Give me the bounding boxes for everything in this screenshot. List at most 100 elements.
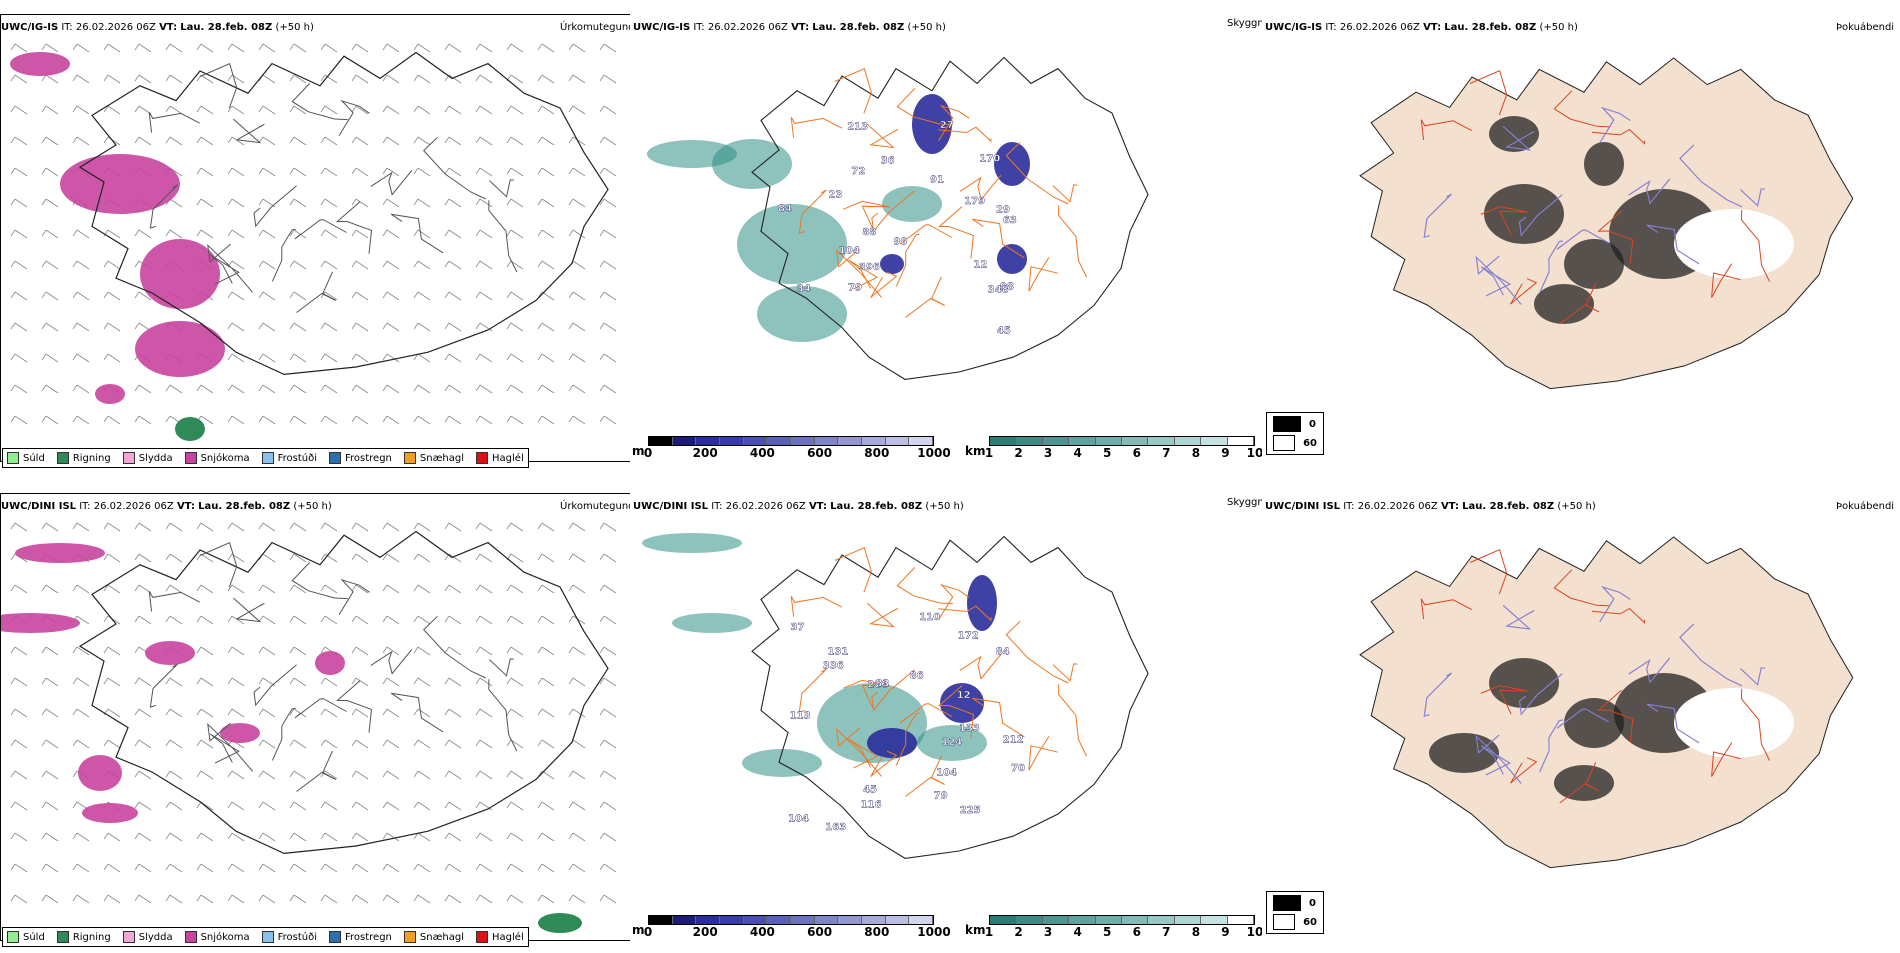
wind-barb <box>41 229 59 239</box>
value-label: 98 <box>1000 282 1014 293</box>
wind-barb <box>289 74 307 84</box>
colorbar-tick: 7 <box>1162 446 1171 460</box>
river-line <box>1646 703 1700 744</box>
wind-barb <box>382 229 400 239</box>
river-line <box>1628 178 1671 205</box>
colorbar-swatch <box>696 437 721 445</box>
wind-barb <box>134 291 152 301</box>
wind-barb <box>165 584 183 594</box>
wind-barb <box>258 801 276 811</box>
wind-barb <box>351 677 369 687</box>
panel-title: Úrkomutegund <box>560 22 630 33</box>
road-line <box>1469 549 1508 595</box>
road-line <box>1597 689 1634 743</box>
wind-barb <box>568 291 586 301</box>
road-line <box>938 605 992 622</box>
legend-swatch <box>403 931 416 943</box>
wind-barb <box>10 584 28 594</box>
wind-barb <box>506 894 524 904</box>
wind-barb <box>289 353 307 363</box>
river-line <box>1646 224 1700 265</box>
wind-barb <box>444 584 462 594</box>
river-line <box>1475 734 1522 784</box>
road-line <box>1469 70 1508 116</box>
legend-label: Rigning <box>72 931 111 943</box>
value-label: 12 <box>973 260 987 271</box>
wind-barb <box>351 74 369 84</box>
wind-barb <box>258 708 276 718</box>
coastline <box>751 535 1149 859</box>
road-line <box>148 112 201 133</box>
wind-barb <box>196 646 214 656</box>
wind-barb <box>506 708 524 718</box>
wind-barb <box>72 415 90 425</box>
wind-barb <box>103 584 121 594</box>
value-label: 36 <box>881 156 895 167</box>
wind-barb <box>444 615 462 625</box>
wind-barb <box>413 615 431 625</box>
colorbar-tick: 1000 <box>917 925 951 939</box>
wind-barb <box>475 74 493 84</box>
wind-barb <box>444 646 462 656</box>
road-line <box>905 755 945 797</box>
road-line <box>842 679 891 710</box>
wind-barb <box>258 863 276 873</box>
wind-barb <box>599 43 617 53</box>
colorbar-tick: 6 <box>1132 925 1141 939</box>
wind-barb <box>41 646 59 656</box>
road-line <box>1005 620 1069 684</box>
wind-barb <box>320 832 338 842</box>
wind-barb <box>413 198 431 208</box>
road-line <box>848 259 879 290</box>
fog-index-map <box>1359 536 1854 869</box>
wind-barb <box>444 801 462 811</box>
wind-barb <box>72 677 90 687</box>
colorbar-tick: 1 <box>984 925 994 939</box>
wind-barb <box>258 353 276 363</box>
wind-barb <box>165 801 183 811</box>
wind-barb <box>227 677 245 687</box>
value-label: 45 <box>997 326 1011 337</box>
road-line <box>959 653 1002 680</box>
wind-barb <box>289 832 307 842</box>
wind-barb <box>413 43 431 53</box>
road-line <box>1740 688 1771 761</box>
wind-barb <box>506 136 524 146</box>
wind-barb <box>537 553 555 563</box>
value-label: 124 <box>941 737 962 748</box>
value-label: 116 <box>861 800 882 811</box>
wind-barb <box>351 198 369 208</box>
value-label: 170 <box>979 153 1000 164</box>
panel-title: Skyggni <box>1227 18 1262 29</box>
value-label: 286 <box>867 679 888 690</box>
wind-barb <box>134 708 152 718</box>
river-line <box>1599 106 1631 143</box>
precip-type-panel-row1: UWC/IG-IS IT: 26.02.2026 06Z VT: Lau. 28… <box>0 14 630 474</box>
colorbar-swatch <box>1174 437 1202 445</box>
wind-barb <box>351 770 369 780</box>
wind-barb <box>351 43 369 53</box>
value-label: 72 <box>851 166 865 177</box>
wind-barb <box>413 863 431 873</box>
road-line <box>959 174 1002 201</box>
wind-barb <box>10 863 28 873</box>
fog-area <box>1429 733 1499 773</box>
wind-barb <box>537 105 555 115</box>
wind-barb <box>599 801 617 811</box>
wind-barb <box>165 229 183 239</box>
colorbar-tick: 3 <box>1043 446 1053 460</box>
wind-barb <box>351 322 369 332</box>
road-line <box>870 271 898 298</box>
road-line <box>338 578 370 615</box>
river-line <box>1679 144 1743 208</box>
fog-index-map <box>1359 57 1854 390</box>
road-line <box>1420 119 1473 141</box>
wind-barb <box>134 770 152 780</box>
wind-barb <box>351 708 369 718</box>
wind-barb <box>10 832 28 842</box>
road-line <box>1740 209 1771 282</box>
wind-barb <box>134 801 152 811</box>
wind-barb <box>320 105 338 115</box>
wind-barb <box>444 167 462 177</box>
wind-barb <box>599 708 617 718</box>
